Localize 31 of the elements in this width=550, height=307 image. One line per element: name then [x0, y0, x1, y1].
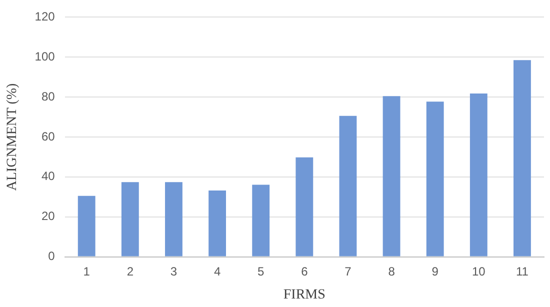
x-tick-label: 2	[126, 264, 134, 278]
x-tick-label: 8	[388, 264, 396, 278]
x-tick-label: 11	[516, 264, 529, 278]
bar	[165, 182, 182, 256]
y-tick-label: 60	[41, 129, 56, 144]
bar	[470, 93, 488, 256]
y-tick-label: 0	[48, 249, 56, 264]
bar	[78, 196, 96, 256]
x-tick-label: 6	[301, 264, 308, 278]
x-tick-label: 9	[432, 264, 439, 278]
x-tick-label: 7	[344, 264, 352, 278]
bar	[252, 184, 270, 256]
x-tick-label: 4	[214, 264, 221, 278]
y-tick-label: 80	[41, 89, 56, 104]
x-tick-label: 3	[170, 264, 178, 278]
bar	[208, 190, 226, 256]
y-tick-label: 20	[41, 209, 56, 224]
bar	[296, 157, 314, 256]
bar	[426, 102, 444, 256]
bar	[514, 60, 531, 256]
x-tick-label: 1	[83, 264, 90, 278]
y-axis-title: ALIGNMENT (%)	[5, 82, 20, 191]
x-axis-title: FIRMS	[283, 287, 326, 302]
y-tick-label: 100	[34, 49, 56, 64]
y-tick-label: 120	[34, 10, 56, 24]
x-tick-label: 5	[258, 264, 265, 278]
bar	[382, 96, 400, 256]
x-tick-label: 10	[472, 264, 486, 278]
bar	[339, 116, 357, 256]
bar	[121, 182, 139, 256]
y-tick-label: 40	[41, 169, 56, 184]
